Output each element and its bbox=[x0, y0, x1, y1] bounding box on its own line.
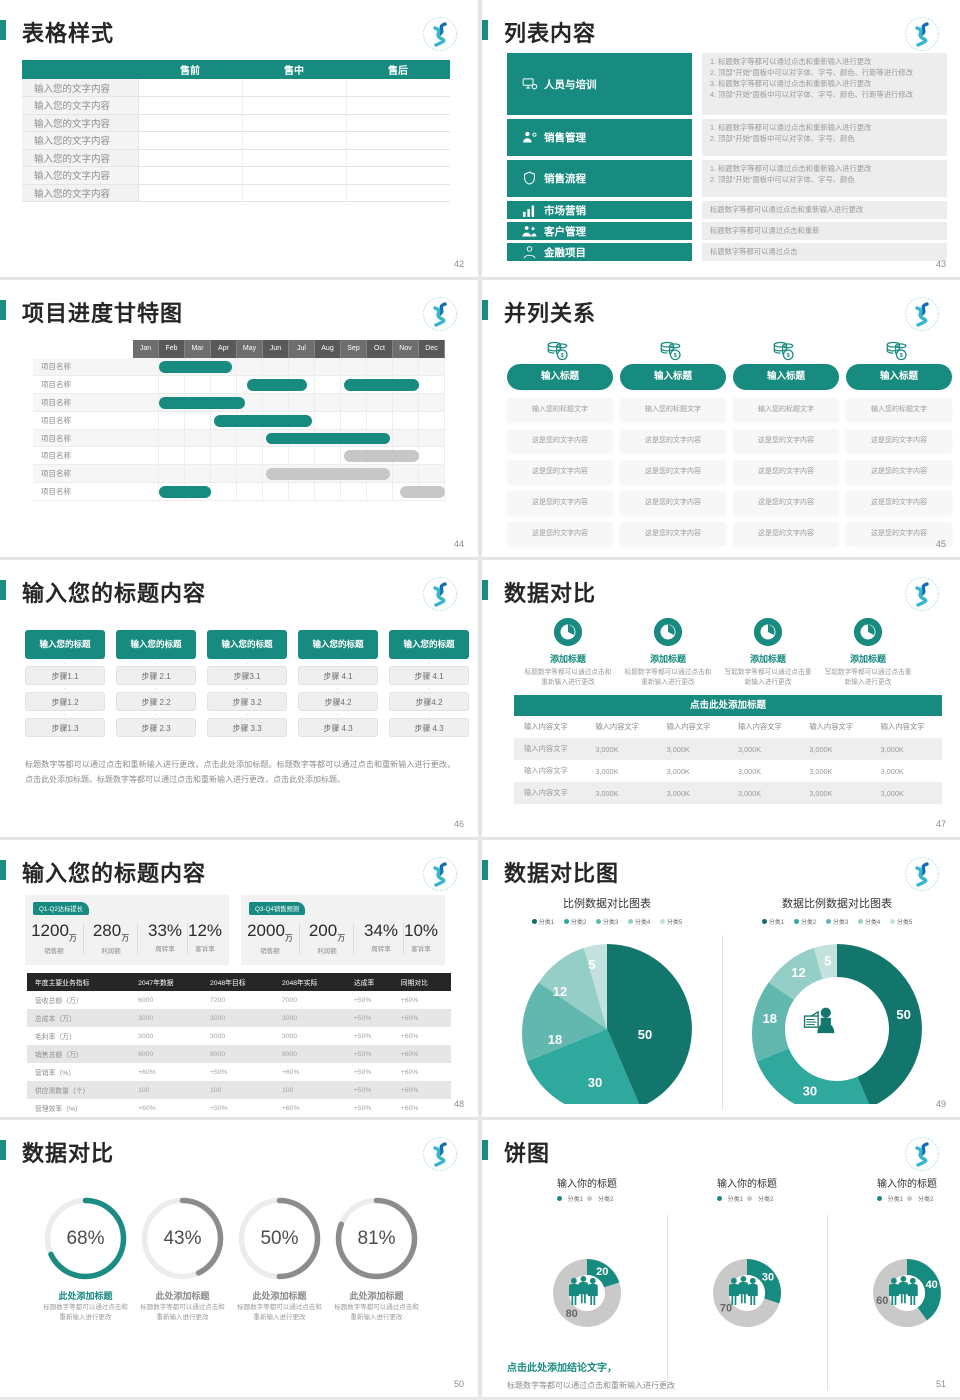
svg-text:20: 20 bbox=[596, 1266, 608, 1278]
svg-text:18: 18 bbox=[763, 1011, 777, 1026]
svg-text:60: 60 bbox=[876, 1295, 888, 1307]
svg-text:30: 30 bbox=[803, 1083, 817, 1098]
svg-text:50: 50 bbox=[638, 1027, 652, 1042]
svg-text:30: 30 bbox=[588, 1075, 602, 1090]
svg-text:50: 50 bbox=[896, 1007, 910, 1022]
svg-text:12: 12 bbox=[791, 965, 805, 980]
svg-text:80: 80 bbox=[566, 1308, 578, 1320]
svg-text:5: 5 bbox=[588, 957, 595, 972]
svg-text:30: 30 bbox=[762, 1272, 774, 1284]
svg-text:12: 12 bbox=[553, 984, 567, 999]
svg-text:70: 70 bbox=[720, 1302, 732, 1314]
svg-text:5: 5 bbox=[824, 954, 831, 969]
svg-text:40: 40 bbox=[926, 1279, 938, 1291]
svg-text:18: 18 bbox=[548, 1032, 562, 1047]
